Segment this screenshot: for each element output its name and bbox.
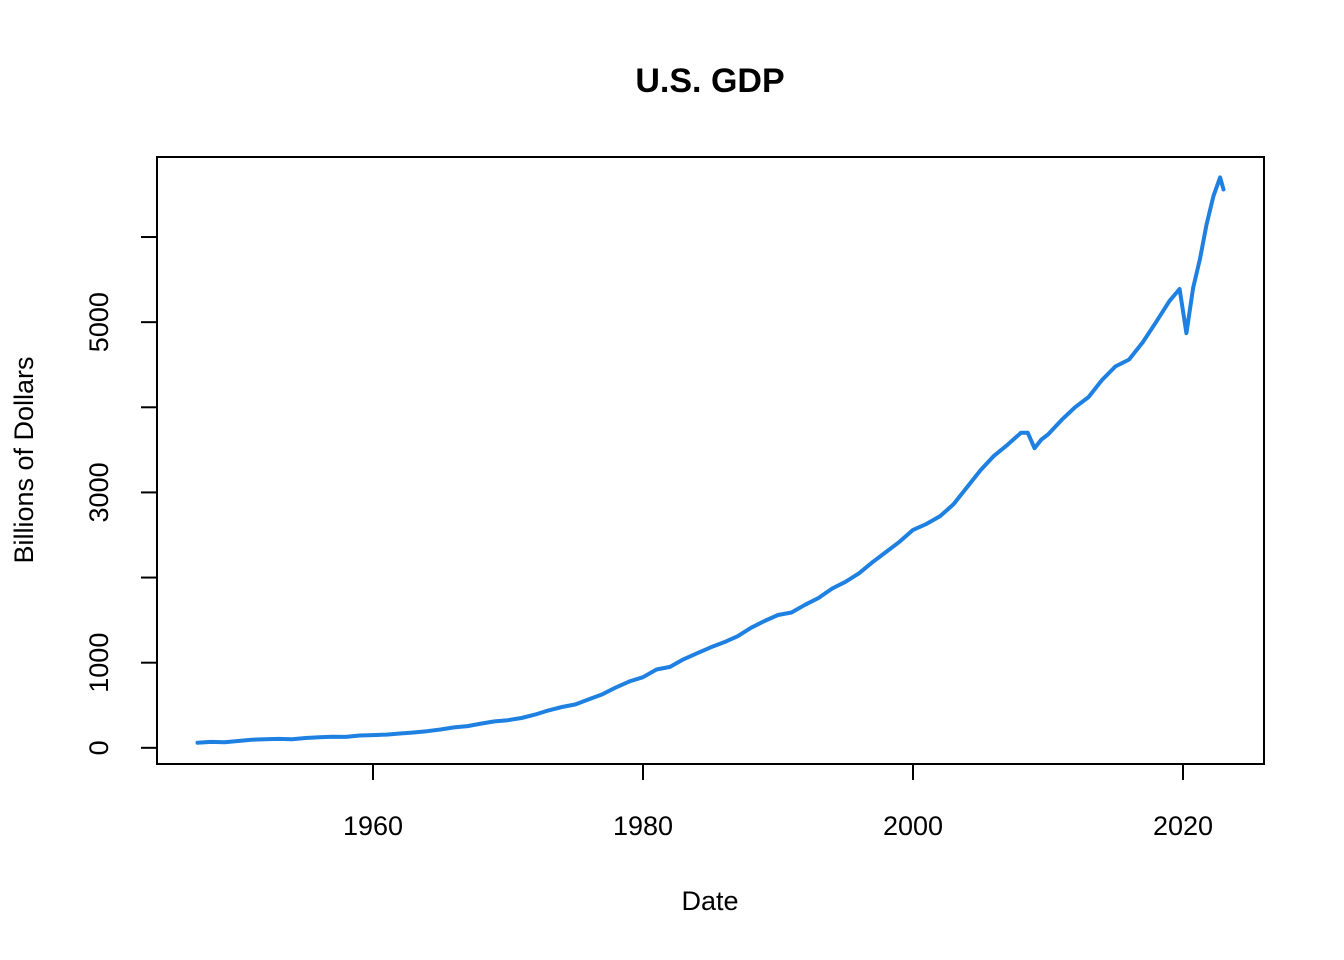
x-tick-label: 1960 [343,811,403,841]
x-tick-label: 1980 [613,811,673,841]
y-tick-label: 5000 [84,292,114,352]
gdp-series-line [195,175,1226,745]
y-tick-label: 3000 [84,462,114,522]
plot-frame [156,156,1265,765]
series-layer [195,175,1226,745]
x-axis-label: Date [681,886,738,916]
y-tick-label: 0 [84,740,114,755]
y-axis-label: Billions of Dollars [9,356,39,563]
x-tick-label: 2020 [1153,811,1213,841]
chart-title: U.S. GDP [635,62,784,100]
y-axis: 0 1000 3000 5000 [84,236,157,755]
x-tick-label: 2000 [883,811,943,841]
x-axis: 1960 1980 2000 2020 [343,764,1213,841]
y-tick-label: 1000 [84,633,114,693]
